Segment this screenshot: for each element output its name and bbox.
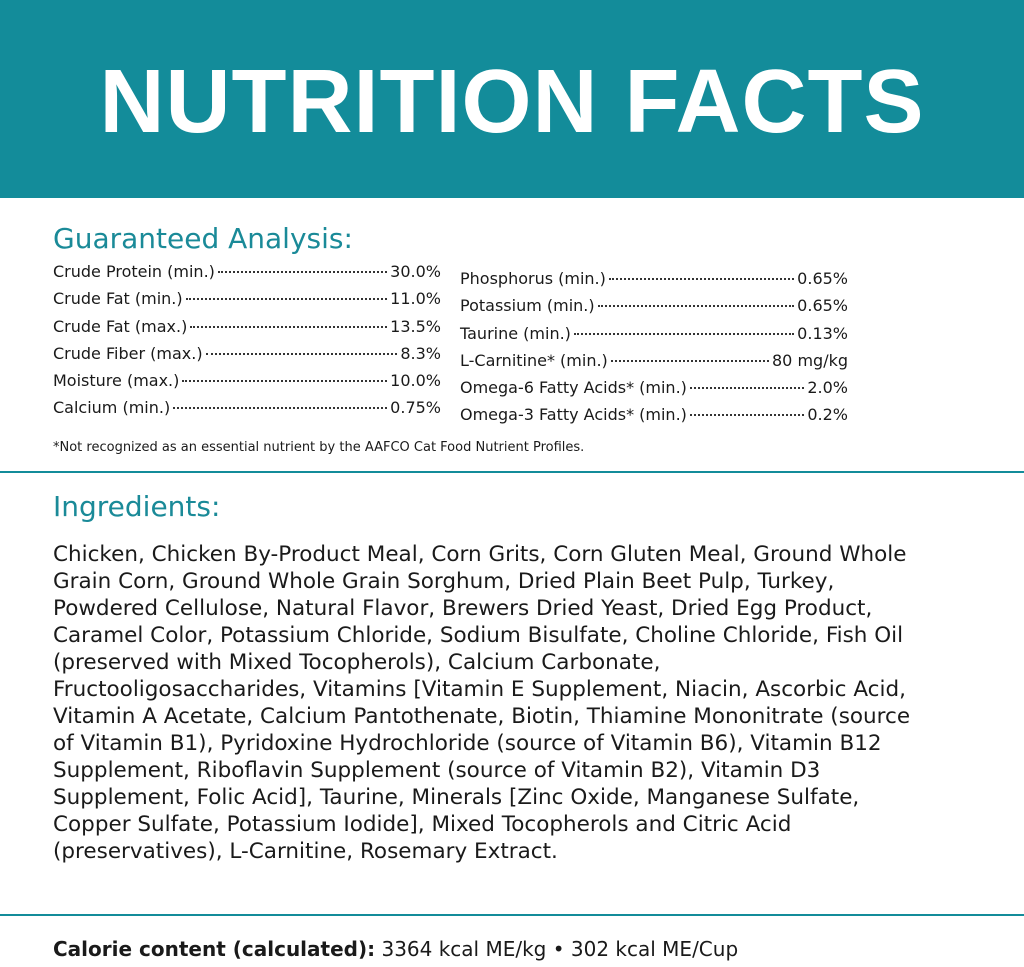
dot-leader xyxy=(205,352,398,355)
ingredients-heading: Ingredients: xyxy=(53,490,221,523)
dot-leader xyxy=(597,305,795,308)
analysis-row: Potassium (min.) 0.65% xyxy=(460,296,848,323)
analysis-left: Crude Protein (min.) 30.0% Crude Fat (min.… xyxy=(53,262,441,426)
ingredients-text: Chicken, Chicken By-Product Meal, Corn G… xyxy=(53,542,911,864)
nutrient-name: Taurine (min.) xyxy=(460,323,571,343)
analysis-right: Phosphorus (min.) 0.65% Potassium (min.) 0.… xyxy=(460,269,848,433)
analysis-row: Crude Fat (max.) 13.5% xyxy=(53,317,441,344)
nutrient-value: 13.5% xyxy=(390,316,441,336)
nutrient-name: Crude Fiber (max.) xyxy=(53,343,203,363)
nutrient-name: Omega-3 Fatty Acids* (min.) xyxy=(460,405,687,425)
calorie-label: Calorie content (calculated): xyxy=(53,937,376,961)
analysis-row: L-Carnitine* (min.) 80 mg/kg xyxy=(460,351,848,378)
dot-leader xyxy=(573,332,795,335)
analysis-row: Taurine (min.) 0.13% xyxy=(460,324,848,351)
nutrient-name: Omega-6 Fatty Acids* (min.) xyxy=(460,378,687,398)
divider xyxy=(0,471,1024,473)
nutrient-name: Crude Fat (max.) xyxy=(53,316,188,336)
dot-leader xyxy=(190,325,388,328)
nutrient-value: 11.0% xyxy=(390,289,441,309)
nutrient-name: Moisture (max.) xyxy=(53,371,180,391)
nutrient-name: Crude Fat (min.) xyxy=(53,289,183,309)
nutrient-value: 8.3% xyxy=(400,343,441,363)
nutrient-value: 0.75% xyxy=(390,398,441,418)
nutrient-value: 80 mg/kg xyxy=(772,350,848,370)
nutrient-name: Crude Protein (min.) xyxy=(53,262,215,281)
dot-leader xyxy=(689,414,805,417)
divider xyxy=(0,914,1024,916)
nutrient-value: 0.2% xyxy=(807,405,848,425)
analysis-row: Crude Fat (min.) 11.0% xyxy=(53,289,441,316)
header-band xyxy=(0,0,1024,198)
footnote: *Not recognized as an essential nutrient… xyxy=(53,440,585,455)
nutrient-name: Potassium (min.) xyxy=(460,296,595,316)
dot-leader xyxy=(173,407,388,410)
analysis-row: Crude Fiber (max.) 8.3% xyxy=(53,344,441,371)
dot-leader xyxy=(217,271,388,273)
analysis-row: Calcium (min.) 0.75% xyxy=(53,398,441,425)
analysis-row: Omega-6 Fatty Acids* (min.) 2.0% xyxy=(460,378,848,405)
dot-leader xyxy=(185,298,388,301)
analysis-row: Phosphorus (min.) 0.65% xyxy=(460,269,848,296)
nutrient-value: 30.0% xyxy=(390,262,441,281)
analysis-row: Moisture (max.) 10.0% xyxy=(53,371,441,398)
nutrient-name: Phosphorus (min.) xyxy=(460,269,606,288)
nutrient-value: 2.0% xyxy=(807,378,848,398)
dot-leader xyxy=(608,278,795,280)
nutrient-value: 0.13% xyxy=(797,323,848,343)
analysis-row: Omega-3 Fatty Acids* (min.) 0.2% xyxy=(460,405,848,432)
title: NUTRITION FACTS xyxy=(99,52,925,152)
nutrient-value: 10.0% xyxy=(390,371,441,391)
nutrient-name: L-Carnitine* (min.) xyxy=(460,350,608,370)
analysis-heading: Guaranteed Analysis: xyxy=(53,222,353,255)
calorie-line: Calorie content (calculated): 3364 kcal … xyxy=(53,937,738,961)
nutrient-value: 0.65% xyxy=(797,269,848,288)
nutrient-name: Calcium (min.) xyxy=(53,398,171,418)
calorie-value: 3364 kcal ME/kg • 302 kcal ME/Cup xyxy=(381,937,739,961)
nutrient-value: 0.65% xyxy=(797,296,848,316)
analysis-row: Crude Protein (min.) 30.0% xyxy=(53,262,441,289)
dot-leader xyxy=(182,380,388,383)
dot-leader xyxy=(689,387,805,390)
dot-leader xyxy=(610,359,769,362)
